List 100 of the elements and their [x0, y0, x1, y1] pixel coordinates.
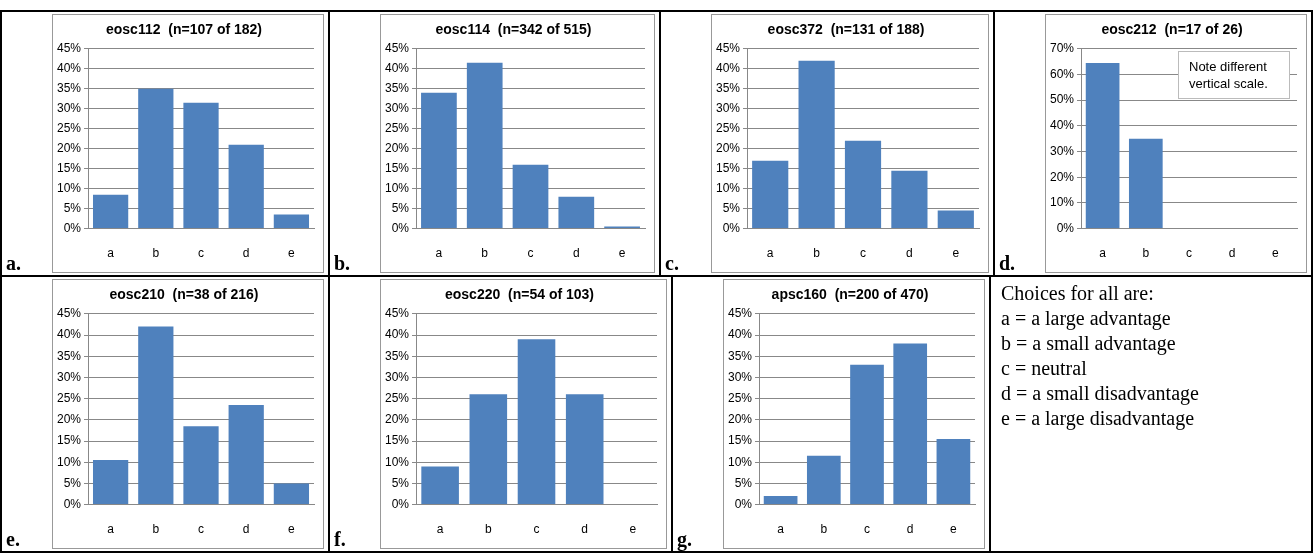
- x-tick-label: d: [572, 246, 580, 261]
- y-tick-label: 35%: [56, 348, 82, 363]
- bar: [92, 460, 129, 505]
- x-tick-label: b: [484, 522, 492, 537]
- y-tick-label: 35%: [715, 81, 741, 96]
- text: d = a small disadvantage: [1001, 381, 1200, 406]
- bar: [558, 196, 595, 229]
- y-tick-label: 45%: [384, 41, 410, 56]
- y-tick-label: 40%: [715, 61, 741, 76]
- x-tick-label: e: [288, 522, 296, 537]
- bar: [798, 60, 835, 229]
- y-tick-label: 10%: [727, 454, 753, 469]
- bar: [273, 483, 310, 505]
- bar: [273, 214, 310, 229]
- y-tick-label: 35%: [384, 348, 410, 363]
- y-tick-label: 25%: [727, 390, 753, 405]
- y-tick-label: 15%: [56, 160, 82, 175]
- y-tick-label: 0%: [722, 220, 741, 235]
- y-tick-label: 5%: [734, 475, 753, 490]
- x-tick-label: a: [777, 522, 785, 537]
- y-tick-label: 0%: [63, 220, 82, 235]
- text: b.: [334, 252, 351, 275]
- annotation: Note different vertical scale.: [1178, 51, 1290, 99]
- bar: [936, 438, 971, 505]
- x-tick-label: d: [242, 246, 250, 261]
- bar: [512, 164, 549, 229]
- chart-title: eosc372 (n=131 of 188): [767, 21, 925, 38]
- y-tick-label: 25%: [56, 390, 82, 405]
- y-tick-label: 10%: [384, 454, 410, 469]
- bar: [183, 102, 219, 229]
- y-tick-label: 25%: [56, 121, 82, 136]
- chart-title: eosc220 (n=54 of 103): [444, 286, 595, 303]
- bar: [763, 496, 798, 505]
- y-tick-label: 20%: [727, 412, 753, 427]
- y-tick-label: 35%: [384, 81, 410, 96]
- y-tick-label: 15%: [715, 160, 741, 175]
- bar: [806, 455, 841, 505]
- y-tick-label: 0%: [63, 496, 82, 511]
- bar: [469, 394, 508, 505]
- bar: [421, 92, 457, 229]
- y-tick-label: 30%: [384, 369, 410, 384]
- y-tick-label: 30%: [56, 369, 82, 384]
- bar: [893, 343, 928, 505]
- y-tick-label: 5%: [63, 475, 82, 490]
- y-tick-label: 0%: [391, 220, 410, 235]
- y-tick-label: 30%: [1049, 143, 1075, 158]
- text: c = neutral: [1001, 356, 1088, 381]
- x-tick-label: e: [1272, 246, 1280, 261]
- text: b = a small advantage: [1001, 331, 1177, 356]
- x-tick-label: b: [1142, 246, 1150, 261]
- y-tick-label: 15%: [56, 433, 82, 448]
- y-tick-label: 35%: [727, 348, 753, 363]
- y-tick-label: 70%: [1049, 41, 1075, 56]
- y-tick-label: 45%: [56, 41, 82, 56]
- bar: [228, 404, 264, 505]
- y-tick-label: 10%: [56, 454, 82, 469]
- y-tick-label: 45%: [384, 306, 410, 321]
- x-tick-label: c: [198, 246, 205, 261]
- text: d.: [999, 252, 1016, 275]
- y-tick-label: 30%: [56, 101, 82, 116]
- y-tick-label: 20%: [1049, 169, 1075, 184]
- x-tick-label: e: [629, 522, 637, 537]
- y-tick-label: 15%: [384, 160, 410, 175]
- y-tick-label: 20%: [715, 141, 741, 155]
- y-tick-label: 20%: [56, 141, 82, 155]
- x-tick-label: d: [906, 246, 913, 261]
- y-tick-label: 40%: [56, 327, 82, 342]
- y-tick-label: 25%: [715, 121, 741, 136]
- y-tick-label: 45%: [56, 306, 82, 321]
- y-tick-label: 45%: [727, 306, 753, 321]
- y-tick-label: 35%: [56, 81, 82, 96]
- y-tick-label: 40%: [384, 327, 410, 342]
- chart-title: eosc212 (n=17 of 26): [1101, 21, 1243, 38]
- chart-title: eosc114 (n=342 of 515): [435, 21, 592, 38]
- y-tick-label: 20%: [384, 141, 410, 155]
- x-tick-label: b: [813, 246, 821, 261]
- text: e.: [6, 528, 20, 551]
- y-tick-label: 0%: [391, 496, 410, 511]
- y-tick-label: 60%: [1049, 66, 1075, 81]
- bar: [138, 326, 174, 505]
- x-tick-label: d: [581, 522, 589, 537]
- chart-title: apsc160 (n=200 of 470): [771, 286, 929, 303]
- x-tick-label: c: [527, 246, 534, 261]
- x-tick-label: a: [107, 522, 115, 537]
- bar: [228, 144, 264, 229]
- y-tick-label: 0%: [734, 496, 753, 511]
- y-tick-label: 15%: [727, 433, 753, 448]
- bar: [752, 160, 789, 229]
- y-tick-label: 10%: [56, 180, 82, 195]
- y-tick-label: 10%: [1049, 195, 1075, 210]
- y-tick-label: 10%: [715, 180, 741, 195]
- text: a = a large advantage: [1001, 306, 1172, 331]
- x-tick-label: a: [107, 246, 115, 261]
- y-tick-label: 5%: [63, 200, 82, 215]
- text: f.: [334, 528, 346, 551]
- y-tick-label: 30%: [384, 101, 410, 116]
- y-tick-label: 20%: [56, 412, 82, 427]
- x-tick-label: e: [618, 246, 626, 261]
- x-tick-label: e: [288, 246, 296, 261]
- y-tick-label: 40%: [1049, 118, 1075, 133]
